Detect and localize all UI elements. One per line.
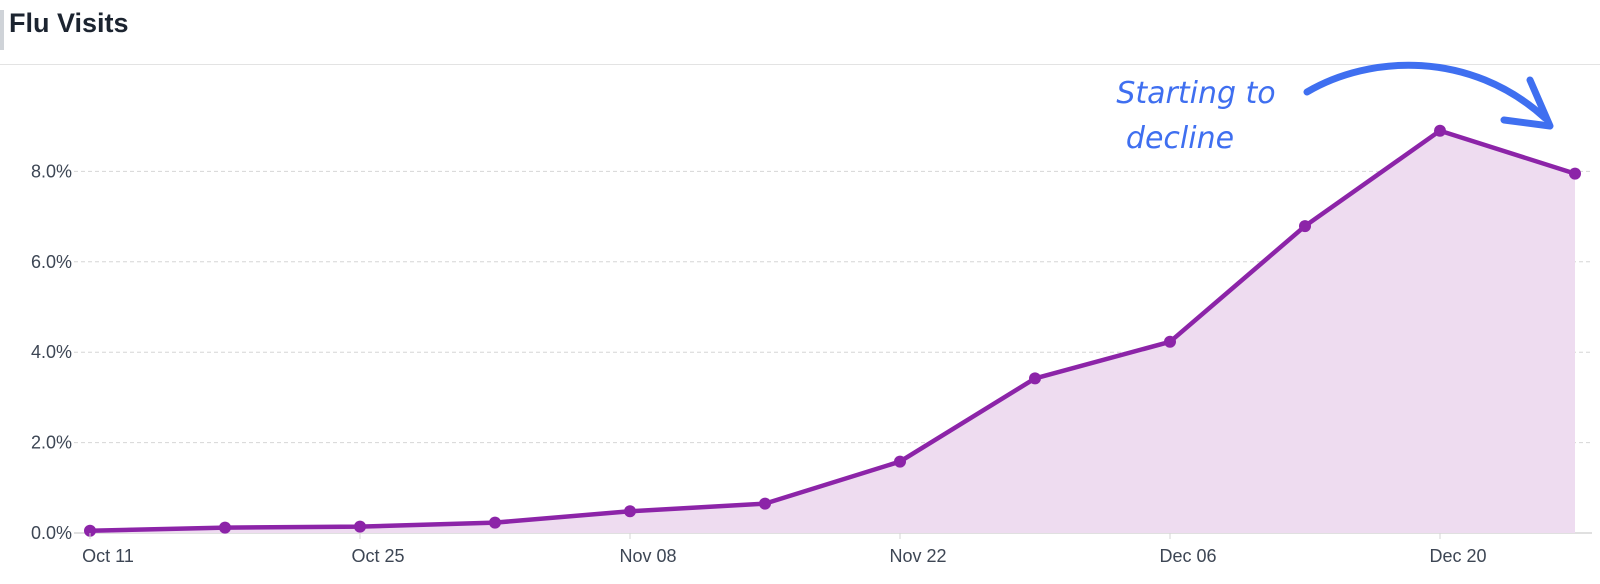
annotation-text-line-2: decline xyxy=(1126,121,1234,156)
x-tick-label: Oct 11 xyxy=(82,546,134,566)
points-layer xyxy=(84,124,1581,537)
annotation-text-line-1: Starting to xyxy=(1116,76,1275,111)
annotation: Starting to decline xyxy=(1116,61,1554,156)
chart-title: Flu Visits xyxy=(9,8,129,38)
data-point xyxy=(219,521,231,534)
header-edge xyxy=(0,10,4,50)
y-tick-label: 2.0% xyxy=(31,433,72,453)
y-tick-label: 4.0% xyxy=(31,342,72,362)
chart-header: Flu Visits xyxy=(0,0,1600,65)
series-line xyxy=(89,128,1576,533)
area-fill xyxy=(90,130,1575,533)
data-point xyxy=(1299,220,1311,233)
x-tick-label: Nov 08 xyxy=(619,546,676,566)
annotation-arrowhead xyxy=(1500,76,1554,130)
x-tick-label: Oct 25 xyxy=(351,546,404,566)
data-point xyxy=(1164,335,1176,348)
data-point xyxy=(84,524,96,537)
y-axis: 0.0% 2.0% 4.0% 6.0% 8.0% xyxy=(31,161,72,543)
data-point xyxy=(489,516,501,529)
x-axis: Oct 11 Oct 25 Nov 08 Nov 22 Dec 06 Dec 20 xyxy=(82,533,1487,566)
data-point xyxy=(354,520,366,533)
data-point xyxy=(759,497,771,510)
data-point xyxy=(894,455,906,468)
data-point xyxy=(1029,372,1041,385)
x-tick-label: Nov 22 xyxy=(889,546,946,566)
data-point xyxy=(624,505,636,518)
y-tick-label: 6.0% xyxy=(31,252,72,272)
y-tick-label: 0.0% xyxy=(31,523,72,543)
y-tick-label: 8.0% xyxy=(31,161,72,181)
x-tick-label: Dec 06 xyxy=(1159,546,1216,566)
annotation-arrow xyxy=(1303,61,1549,122)
data-point xyxy=(1569,167,1581,180)
x-tick-label: Dec 20 xyxy=(1429,546,1486,566)
data-point xyxy=(1434,124,1446,137)
